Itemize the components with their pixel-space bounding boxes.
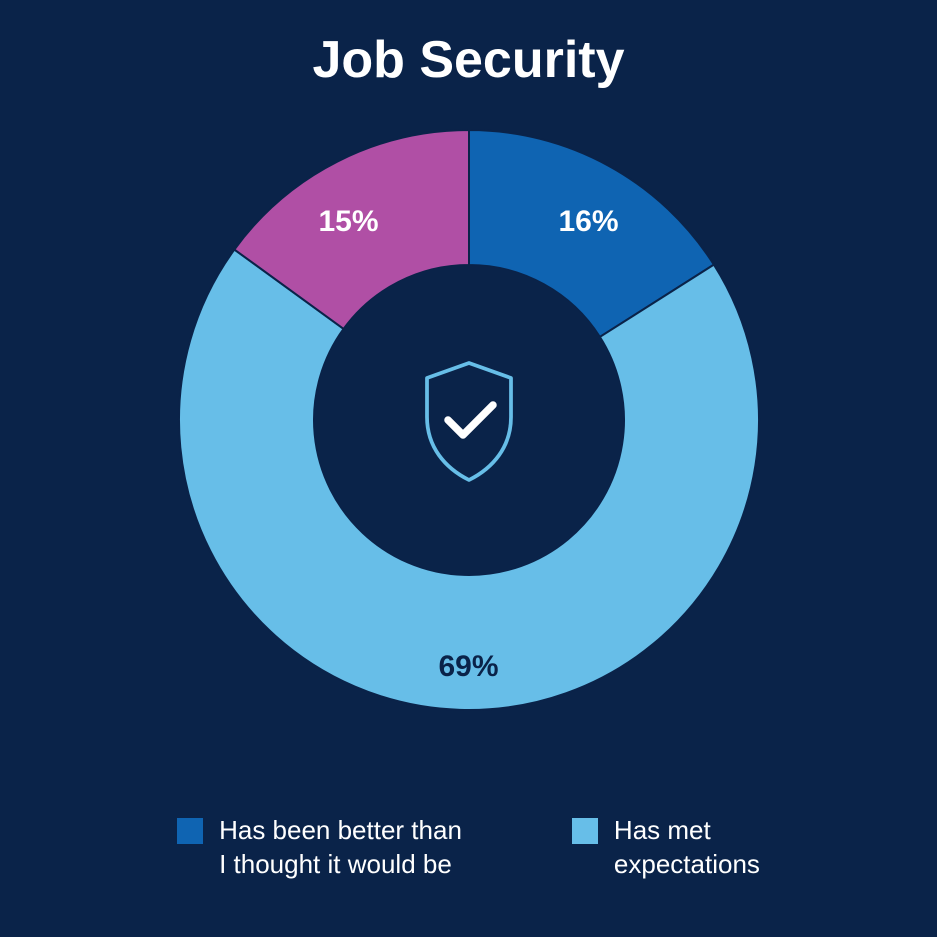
shield-check-icon [394,345,544,495]
legend-swatch-0 [177,818,203,844]
legend-swatch-1 [572,818,598,844]
chart-container: Job Security 16% 69% 15% Has been better… [0,0,937,937]
slice-label-0: 16% [559,205,619,239]
legend-item-0: Has been better than I thought it would … [177,814,462,882]
slice-label-1: 69% [439,650,499,684]
legend: Has been better than I thought it would … [0,814,937,882]
legend-label-0: Has been better than I thought it would … [219,814,462,882]
donut-chart: 16% 69% 15% [169,120,769,720]
legend-label-1: Has met expectations [614,814,760,882]
shield-outline [427,363,511,480]
slice-label-2: 15% [319,205,379,239]
check-mark [448,405,493,435]
chart-title: Job Security [0,30,937,90]
legend-item-1: Has met expectations [572,814,760,882]
